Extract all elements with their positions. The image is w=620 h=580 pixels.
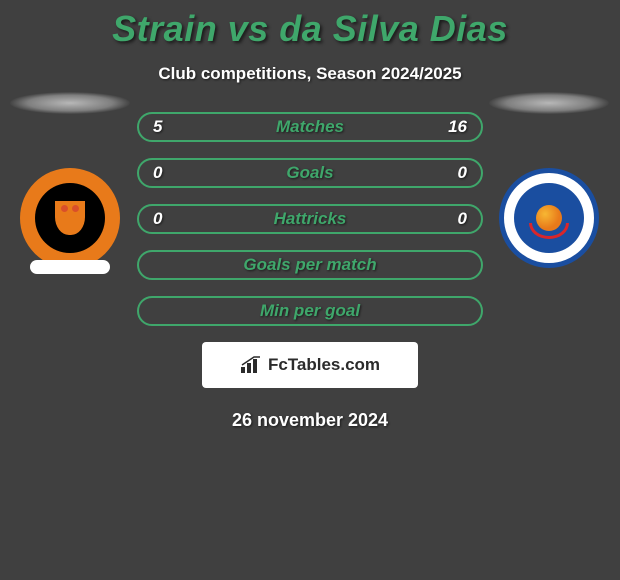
crest-left [20,168,120,268]
brand-badge[interactable]: FcTables.com [202,342,418,388]
stat-right-value: 0 [447,163,467,183]
stat-row-hattricks: 0 Hattricks 0 [137,204,483,234]
badge-shadow-right [489,92,609,114]
subtitle: Club competitions, Season 2024/2025 [0,64,620,84]
crest-left-shield [55,201,85,235]
crest-left-ribbon [30,260,110,274]
stat-right-value: 16 [447,117,467,137]
stat-left-value: 0 [153,209,173,229]
stat-label: Hattricks [173,209,447,229]
stat-left-value: 0 [153,163,173,183]
crest-right-inner [514,183,584,253]
stat-label: Goals per match [173,255,447,275]
stat-row-goals-per-match: Goals per match [137,250,483,280]
date-text: 26 november 2024 [0,410,620,431]
crest-right-arc [529,223,569,239]
team-badge-right [499,168,599,268]
brand-text: FcTables.com [268,355,380,375]
crest-left-inner [35,183,105,253]
comparison-container: 5 Matches 16 0 Goals 0 0 Hattricks 0 Goa… [0,112,620,431]
crest-right [499,168,599,268]
stat-row-min-per-goal: Min per goal [137,296,483,326]
stat-left-value: 5 [153,117,173,137]
stat-row-matches: 5 Matches 16 [137,112,483,142]
stat-right-value: 0 [447,209,467,229]
page-title: Strain vs da Silva Dias [0,0,620,50]
stat-row-goals: 0 Goals 0 [137,158,483,188]
stat-label: Matches [173,117,447,137]
team-badge-left [20,168,120,268]
stat-rows: 5 Matches 16 0 Goals 0 0 Hattricks 0 Goa… [137,112,483,326]
stat-label: Goals [173,163,447,183]
bars-icon [240,356,262,374]
badge-shadow-left [10,92,130,114]
stat-label: Min per goal [173,301,447,321]
